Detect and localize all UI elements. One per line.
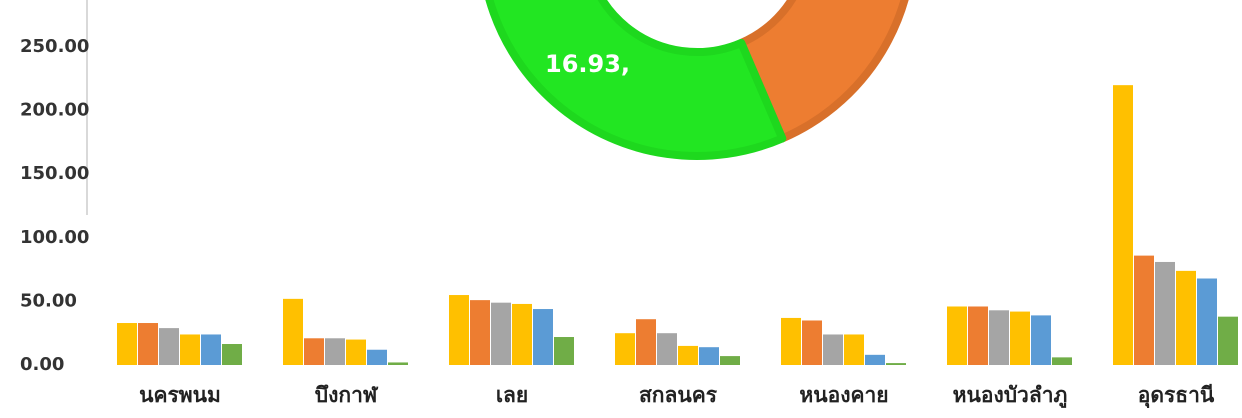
bar: [1031, 315, 1051, 365]
bar: [470, 300, 490, 365]
bar: [823, 334, 843, 365]
x-tick-label: หนองบัวลำภู: [953, 383, 1068, 409]
bar: [1176, 270, 1196, 365]
x-tick-label: บึงกาฬ: [315, 383, 379, 407]
bar: [865, 354, 885, 365]
bar: [968, 306, 988, 365]
bar: [449, 295, 469, 365]
x-tick-label: หนองคาย: [799, 383, 888, 407]
bar: [1052, 357, 1072, 365]
y-tick-label: 0.00: [20, 354, 64, 375]
bar: [1155, 261, 1175, 365]
bar: [283, 298, 303, 365]
y-tick-label: 200.00: [20, 100, 89, 121]
bar: [678, 345, 698, 365]
y-tick-label: 100.00: [20, 227, 89, 248]
bar: [1197, 278, 1217, 365]
donut: [485, 0, 909, 160]
bar: [346, 339, 366, 365]
bar: [159, 328, 179, 365]
bar: [304, 338, 324, 365]
bar: [657, 333, 677, 365]
donut-slice: [485, 0, 787, 160]
bar: [699, 347, 719, 365]
bar: [533, 309, 553, 365]
bar: [325, 338, 345, 365]
bar: [636, 319, 656, 365]
bar: [989, 310, 1009, 365]
bar: [138, 323, 158, 365]
donut-slice: [737, 0, 909, 143]
bar: [802, 320, 822, 365]
bar: [180, 334, 200, 365]
bar: [554, 337, 574, 365]
bar: [512, 303, 532, 365]
x-tick-label: อุดรธานี: [1138, 383, 1215, 409]
bar: [1134, 255, 1154, 365]
y-tick-label: 250.00: [20, 36, 89, 57]
bar: [615, 333, 635, 365]
bar: [222, 344, 242, 365]
y-tick-label: 50.00: [20, 290, 77, 311]
x-tick-label: นครพนม: [139, 383, 221, 407]
bar: [886, 363, 906, 365]
bar: [1010, 311, 1030, 365]
y-tick-label: 150.00: [20, 163, 89, 184]
bar: [947, 306, 967, 365]
x-tick-label: เลย: [496, 383, 528, 407]
donut-label: 16.93,: [545, 50, 630, 78]
bar: [1218, 316, 1238, 365]
bar: [720, 356, 740, 365]
bar: [117, 323, 137, 365]
bar: [844, 334, 864, 365]
bar: [388, 362, 408, 365]
x-tick-label: สกลนคร: [639, 383, 718, 407]
bar: [491, 302, 511, 365]
bar: [781, 317, 801, 365]
bar: [201, 334, 221, 365]
bar: [1113, 85, 1133, 365]
bar: [367, 349, 387, 365]
